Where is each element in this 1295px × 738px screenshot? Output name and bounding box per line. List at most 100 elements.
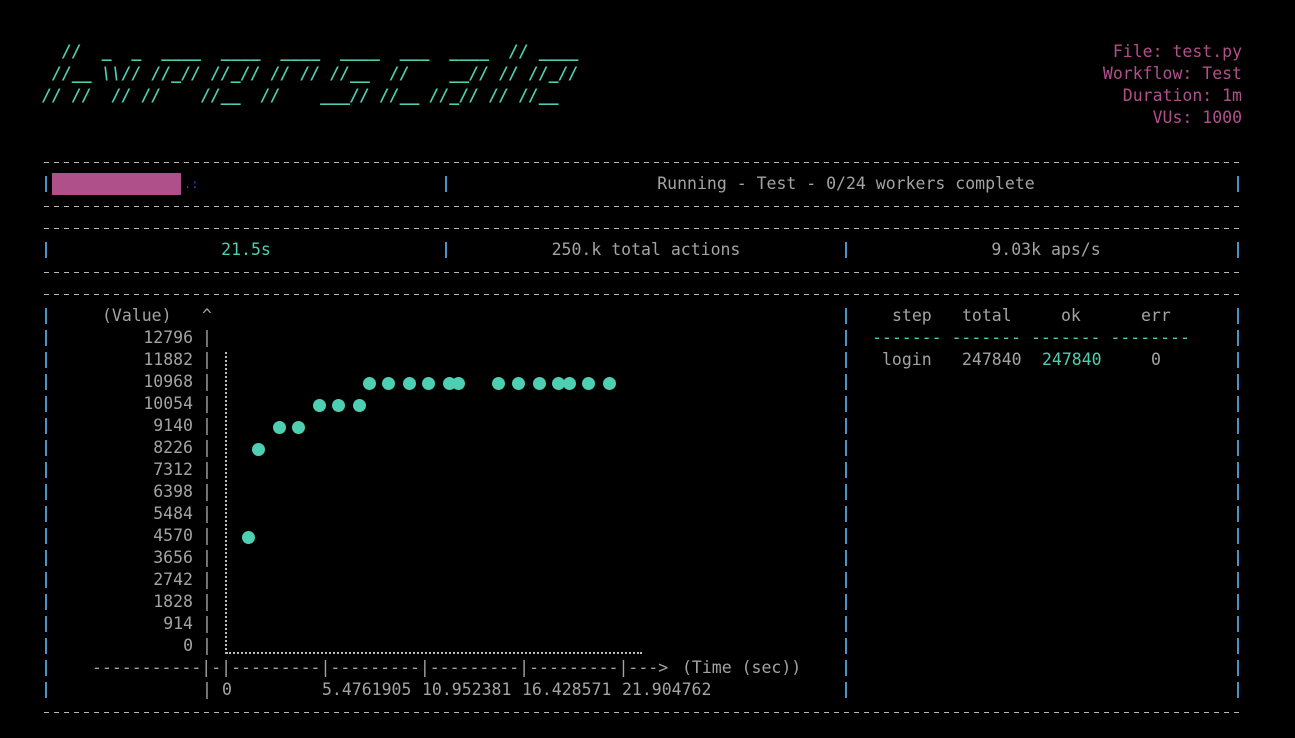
y-axis-label: (Value) — [102, 306, 172, 325]
border — [1237, 484, 1239, 500]
scatter-point — [552, 376, 566, 390]
y-tick-label: 12796 — [143, 328, 193, 347]
border — [45, 374, 47, 390]
border — [1237, 176, 1239, 192]
x-tick-label: 5.4761905 — [322, 680, 412, 699]
y-axis-bar: | — [202, 328, 212, 347]
border — [845, 594, 847, 610]
y-axis-bar: | — [202, 416, 212, 435]
x-axis-line — [226, 652, 642, 654]
x-axis-bar: | — [202, 680, 212, 699]
y-axis-bar: | — [202, 350, 212, 369]
y-tick-label: 2742 — [153, 570, 193, 589]
x-axis-label: (Time (sec)) — [682, 658, 802, 677]
border — [845, 528, 847, 544]
scatter-point — [582, 376, 596, 390]
border — [1237, 616, 1239, 632]
border — [845, 506, 847, 522]
y-tick-label: 9140 — [153, 416, 193, 435]
scatter-point — [442, 376, 456, 390]
col-header-total: total — [962, 306, 1012, 325]
y-tick-label: 1828 — [153, 592, 193, 611]
workflow-info: Workflow: Test — [1102, 64, 1242, 83]
y-axis-bar: | — [202, 614, 212, 633]
border — [845, 242, 847, 258]
y-axis-bar: | — [202, 460, 212, 479]
x-tick-label: 0 — [222, 680, 232, 699]
border — [1237, 440, 1239, 456]
cell-err: 0 — [1151, 350, 1161, 369]
scatter-point — [292, 420, 306, 434]
scatter-point — [352, 398, 366, 412]
scatter-point — [272, 420, 286, 434]
border — [845, 352, 847, 368]
border — [45, 594, 47, 610]
y-tick-label: 8226 — [153, 438, 193, 457]
scatter-point — [422, 376, 436, 390]
border — [45, 176, 47, 192]
border — [45, 550, 47, 566]
border — [45, 330, 47, 346]
border — [1237, 352, 1239, 368]
table-separator: ------- ------- ------- -------- — [872, 328, 1190, 347]
y-tick-label: 4570 — [153, 526, 193, 545]
border — [1237, 396, 1239, 412]
y-axis-bar: | — [202, 548, 212, 567]
vus-info: VUs: 1000 — [1152, 108, 1242, 127]
app-logo: // _ _ ____ ____ ____ ____ ___ ____ // _… — [42, 42, 579, 105]
border — [845, 616, 847, 632]
y-tick-label: 5484 — [153, 504, 193, 523]
border — [45, 308, 47, 324]
y-axis-bar: | — [202, 636, 212, 655]
scatter-point — [492, 376, 506, 390]
divider — [44, 206, 1242, 207]
border — [1237, 550, 1239, 566]
y-tick-label: 11882 — [143, 350, 193, 369]
cell-ok: 247840 — [1042, 350, 1102, 369]
border — [845, 374, 847, 390]
y-tick-label: 914 — [163, 614, 193, 633]
border — [1237, 506, 1239, 522]
y-axis-bar: | — [202, 504, 212, 523]
cell-total: 247840 — [962, 350, 1022, 369]
progress-bar — [52, 173, 181, 195]
border — [845, 682, 847, 698]
y-axis-bar: | — [202, 394, 212, 413]
y-tick-label: 0 — [183, 636, 193, 655]
scatter-point — [312, 398, 326, 412]
y-axis-bar: | — [202, 372, 212, 391]
border — [45, 462, 47, 478]
divider — [44, 228, 1242, 229]
y-axis-arrow: ^ — [202, 306, 212, 325]
y-tick-label: 7312 — [153, 460, 193, 479]
y-axis-bar: | — [202, 482, 212, 501]
scatter-point — [562, 376, 576, 390]
border — [1237, 242, 1239, 258]
y-tick-label: 6398 — [153, 482, 193, 501]
border — [1237, 660, 1239, 676]
divider — [44, 294, 1242, 295]
border — [1237, 374, 1239, 390]
border — [445, 176, 447, 192]
border — [845, 418, 847, 434]
scatter-point — [252, 442, 266, 456]
border — [1237, 572, 1239, 588]
divider — [44, 162, 1242, 163]
border — [1237, 330, 1239, 346]
scatter-point — [382, 376, 396, 390]
progress-spinner: .: — [184, 177, 199, 191]
x-axis-ruler: -----------|-|---------|---------|------… — [92, 658, 669, 677]
divider — [44, 712, 1242, 713]
border — [45, 572, 47, 588]
x-tick-label: 16.428571 — [522, 680, 612, 699]
border — [45, 352, 47, 368]
border — [845, 484, 847, 500]
border — [845, 572, 847, 588]
scatter-point — [242, 530, 256, 544]
border — [45, 242, 47, 258]
y-axis-line — [225, 352, 227, 654]
border — [845, 396, 847, 412]
y-tick-label: 10968 — [143, 372, 193, 391]
border — [45, 682, 47, 698]
col-header-err: err — [1141, 306, 1171, 325]
